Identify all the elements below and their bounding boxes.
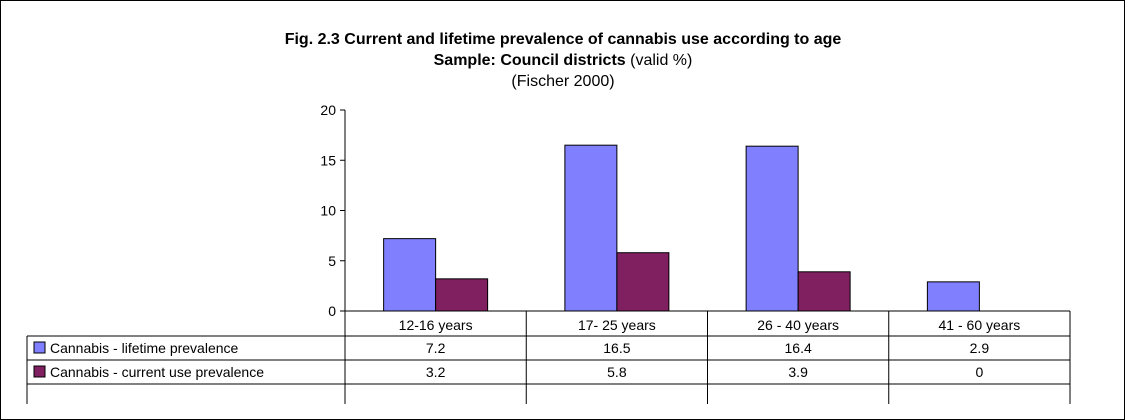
legend-label: Cannabis - lifetime prevalence (50, 340, 239, 356)
x-tick-label: 12-16 years (399, 317, 473, 333)
bar (435, 278, 489, 312)
bar (926, 281, 980, 312)
y-tick-label: 5 (328, 253, 336, 269)
bar (797, 271, 851, 312)
bar (564, 144, 618, 312)
y-tick-label: 0 (328, 303, 336, 319)
y-tick-label: 15 (320, 152, 336, 168)
legend-swatch (33, 365, 46, 378)
y-tick-label: 20 (320, 102, 336, 118)
bar (745, 145, 799, 312)
chart-subtitle: Sample: Council districts (valid %) (0, 52, 1126, 70)
legend-label: Cannabis - current use prevalence (50, 364, 264, 380)
x-tick-label: 17- 25 years (578, 317, 656, 333)
data-table-cell: 2.9 (970, 340, 990, 356)
bar (383, 238, 437, 312)
x-tick-label: 41 - 60 years (939, 317, 1021, 333)
chart-title: Fig. 2.3 Current and lifetime prevalence… (284, 31, 842, 48)
data-table-cell: 16.4 (785, 340, 812, 356)
x-tick-label: 26 - 40 years (757, 317, 839, 333)
data-table-cell: 0 (975, 364, 983, 380)
chart-subtitle-rest: (valid %) (625, 52, 693, 69)
data-table-cell: 3.9 (788, 364, 808, 380)
bar-chart: 0 5 10 15 20 12-16 years 17- 25 years 26 - 40 y… (26, 102, 1071, 404)
chart-subtitle-bold: Sample: Council districts (433, 52, 626, 69)
data-table-cell: 7.2 (426, 340, 446, 356)
legend-swatch (33, 341, 46, 354)
chart-source: (Fischer 2000) (511, 73, 615, 90)
data-table-cell: 5.8 (607, 364, 627, 380)
y-tick-label: 10 (320, 203, 336, 219)
data-table-cell: 3.2 (426, 364, 446, 380)
data-table-cell: 16.5 (603, 340, 630, 356)
bar (616, 252, 670, 312)
